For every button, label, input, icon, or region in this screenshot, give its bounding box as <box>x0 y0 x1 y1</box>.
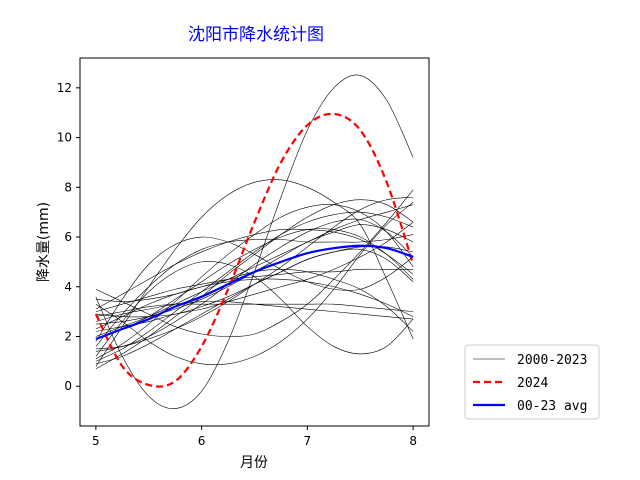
plot-frame <box>79 57 430 427</box>
y-tick-label: 2 <box>64 329 72 343</box>
y-tick-label: 4 <box>64 280 72 294</box>
history-line-24 <box>95 248 414 318</box>
legend-box <box>464 344 600 420</box>
plot-area <box>94 74 415 409</box>
y-tick-label: 12 <box>57 81 72 95</box>
x-axis: 5 6 7 8 <box>92 426 417 448</box>
history-line-6 <box>95 268 414 312</box>
legend-label-2: 2024 <box>517 376 548 391</box>
history-line-9 <box>95 234 414 347</box>
history-line-13 <box>95 236 414 342</box>
legend-items: 2000-2023 2024 00-23 avg <box>473 353 587 414</box>
chart-title: 沈阳市降水统计图 <box>188 25 324 45</box>
y-axis-label: 降水量(mm) <box>36 202 52 282</box>
y-tick-label: 10 <box>57 131 72 145</box>
x-tick-label: 6 <box>198 434 206 448</box>
legend-label-1: 2000-2023 <box>517 353 587 368</box>
series-2024-line <box>94 112 415 388</box>
history-line-22 <box>95 301 414 322</box>
y-tick-label: 6 <box>64 230 72 244</box>
history-line-3 <box>95 261 414 357</box>
history-line-10 <box>95 278 414 330</box>
legend-label-3: 00-23 avg <box>517 399 587 414</box>
history-line-23 <box>95 204 414 360</box>
x-tick-label: 8 <box>409 434 417 448</box>
history-line-18 <box>95 246 414 365</box>
y-tick-label: 8 <box>64 180 72 194</box>
x-axis-label: 月份 <box>240 455 268 471</box>
x-tick-label: 7 <box>304 434 312 448</box>
legend: 2000-2023 2024 00-23 avg <box>464 344 600 420</box>
x-tick-label: 5 <box>92 434 100 448</box>
history-line-15 <box>95 218 414 352</box>
history-line-8 <box>95 201 414 366</box>
series-avg-line <box>95 244 414 341</box>
history-line-19 <box>95 221 414 332</box>
y-tick-label: 0 <box>64 379 72 393</box>
y-axis: 0 2 4 6 8 10 12 <box>57 81 80 393</box>
history-line-12 <box>95 189 414 337</box>
